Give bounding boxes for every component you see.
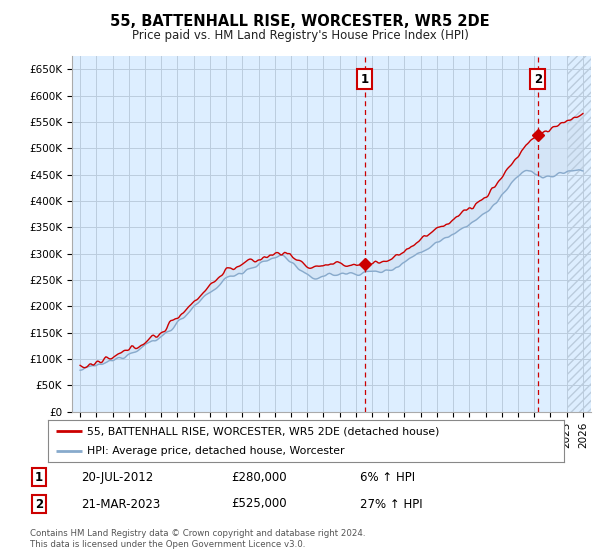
Text: HPI: Average price, detached house, Worcester: HPI: Average price, detached house, Worc… (86, 446, 344, 456)
Text: 2: 2 (534, 73, 542, 86)
Text: 2: 2 (35, 497, 43, 511)
Text: 27% ↑ HPI: 27% ↑ HPI (360, 497, 422, 511)
Text: 55, BATTENHALL RISE, WORCESTER, WR5 2DE: 55, BATTENHALL RISE, WORCESTER, WR5 2DE (110, 14, 490, 29)
Text: 20-JUL-2012: 20-JUL-2012 (81, 470, 153, 484)
Text: 1: 1 (35, 470, 43, 484)
Text: £280,000: £280,000 (231, 470, 287, 484)
Text: 6% ↑ HPI: 6% ↑ HPI (360, 470, 415, 484)
Text: Price paid vs. HM Land Registry's House Price Index (HPI): Price paid vs. HM Land Registry's House … (131, 29, 469, 42)
Text: 1: 1 (361, 73, 368, 86)
Text: 21-MAR-2023: 21-MAR-2023 (81, 497, 160, 511)
Text: 55, BATTENHALL RISE, WORCESTER, WR5 2DE (detached house): 55, BATTENHALL RISE, WORCESTER, WR5 2DE … (86, 426, 439, 436)
Text: Contains HM Land Registry data © Crown copyright and database right 2024.
This d: Contains HM Land Registry data © Crown c… (30, 529, 365, 549)
Text: £525,000: £525,000 (231, 497, 287, 511)
